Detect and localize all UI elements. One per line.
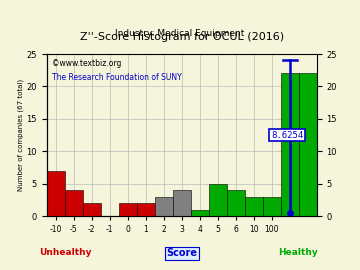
Text: Industry: Medical Equipment: Industry: Medical Equipment bbox=[115, 29, 245, 38]
Bar bbox=[209, 184, 227, 216]
Bar bbox=[299, 73, 317, 216]
Text: ©www.textbiz.org: ©www.textbiz.org bbox=[52, 59, 122, 68]
Bar bbox=[65, 190, 83, 216]
Bar bbox=[173, 190, 191, 216]
Text: Unhealthy: Unhealthy bbox=[40, 248, 92, 257]
Title: Z''-Score Histogram for OCUL (2016): Z''-Score Histogram for OCUL (2016) bbox=[80, 32, 284, 42]
Y-axis label: Number of companies (67 total): Number of companies (67 total) bbox=[17, 79, 24, 191]
Bar bbox=[83, 203, 101, 216]
Bar bbox=[281, 73, 299, 216]
Bar bbox=[47, 171, 65, 216]
Bar bbox=[155, 197, 173, 216]
Text: 8.6254: 8.6254 bbox=[271, 131, 303, 140]
Bar bbox=[227, 190, 245, 216]
Text: The Research Foundation of SUNY: The Research Foundation of SUNY bbox=[52, 73, 182, 82]
Bar bbox=[263, 197, 281, 216]
Bar bbox=[137, 203, 155, 216]
Text: Score: Score bbox=[166, 248, 197, 258]
Bar bbox=[119, 203, 137, 216]
Bar bbox=[191, 210, 209, 216]
Text: Healthy: Healthy bbox=[278, 248, 318, 257]
Bar bbox=[245, 197, 263, 216]
